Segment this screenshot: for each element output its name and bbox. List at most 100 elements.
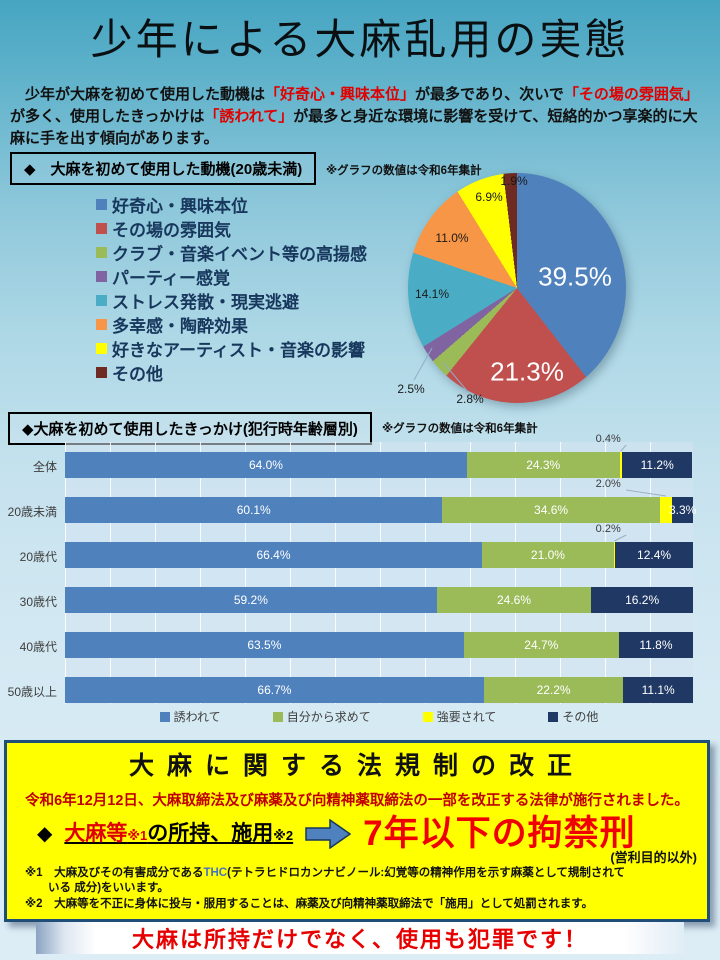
- bar-callout-label: 2.0%: [595, 478, 621, 490]
- bar-segment: 34.6%: [442, 497, 660, 523]
- legend-label: その他: [112, 364, 163, 384]
- pie-callout-lines: [413, 347, 469, 393]
- bar-value-label: 24.6%: [496, 593, 532, 607]
- bar-category-label: 30歳代: [19, 595, 57, 609]
- pie-value-label: 1.9%: [500, 174, 528, 188]
- bar-value-label: 24.7%: [524, 638, 559, 652]
- legend-chip: [96, 294, 107, 306]
- law-subject-red: 大麻等: [64, 822, 128, 845]
- bar-segment: 59.2%: [65, 587, 437, 613]
- bar-value-label: 12.4%: [637, 548, 672, 562]
- bar-value-label: 63.5%: [247, 638, 282, 652]
- legend-label: 好きなアーティスト・音楽の影響: [112, 340, 365, 360]
- bar-legend-item: 強要されて: [422, 708, 496, 725]
- bar-value-label: 16.2%: [625, 593, 660, 607]
- pie-value-label: 21.3%: [490, 356, 564, 387]
- pie-value-label: 11.0%: [435, 231, 469, 245]
- bar-callout-lines: [614, 444, 667, 542]
- legend-chip: [96, 342, 107, 354]
- bar-segment: 63.5%: [65, 632, 464, 658]
- motive-section-note: ※グラフの数値は令和6年集計: [326, 165, 482, 177]
- bar-legend-item: その他: [548, 708, 598, 725]
- footnote-1-cont: いる 成分)をいいます。: [25, 882, 169, 895]
- motive-section-header: ◆ 大麻を初めて使用した動機(20歳未満): [10, 152, 317, 185]
- bar-category-label: 全体: [32, 460, 57, 474]
- bar-segment: 11.1%: [623, 677, 693, 703]
- footnote-1-thc: THC: [203, 867, 228, 880]
- trigger-section-header: ◆大麻を初めて使用したきっかけ(犯行時年齢層別): [8, 412, 372, 445]
- pie-value-labels: 39.5% 21.3% 14.1% 11.0% 6.9% 1.9% 2.5% 2.8%: [388, 170, 720, 412]
- right-arrow-icon: [305, 818, 352, 849]
- diamond-icon: ◆: [37, 822, 53, 845]
- bar-segment: 66.4%: [65, 542, 482, 568]
- intro-text-segment: 「その場の雰囲気」: [563, 86, 699, 103]
- legend-label: 好奇心・興味本位: [112, 196, 248, 216]
- bar-legend-item: 自分から求めて: [272, 708, 371, 725]
- bar-category-label: 50歳以上: [7, 685, 57, 699]
- bar-segment: 24.6%: [436, 587, 592, 613]
- bar-segment: [659, 497, 673, 523]
- legend-chip: [272, 711, 283, 722]
- legend-chip: [96, 318, 107, 330]
- bar-value-label: 34.6%: [534, 503, 569, 517]
- bar-value-label: 11.8%: [639, 638, 673, 652]
- pie-legend: 好奇心・興味本位 その場の雰囲気クラブ・音楽イベント等の高揚感 パーティー感覚 ストレ…: [96, 192, 367, 384]
- bar-segment: 12.4%: [615, 542, 693, 568]
- bar-value-label: 11.2%: [640, 458, 674, 472]
- pie-value-label: 2.8%: [456, 392, 484, 406]
- bar-segment: [619, 452, 623, 478]
- law-subject: 大麻等※1の所持、施用※2: [64, 823, 293, 844]
- law-subject-ref1: ※1: [127, 828, 148, 843]
- footnote-1: ※1 大麻及びその有害成分であるTHC(テトラヒドロカンナビノール:幻覚等の精神…: [25, 866, 707, 896]
- bar-legend-item: 誘われて: [159, 708, 221, 725]
- legend-label: 多幸感・陶酔効果: [112, 316, 248, 336]
- intro-text-segment: が最多であり、次いで: [415, 86, 564, 103]
- pie-value-label: 39.5%: [538, 261, 612, 292]
- trigger-section-header-label: ◆大麻を初めて使用したきっかけ(犯行時年齢層別): [22, 421, 358, 438]
- bar-value-label: 59.2%: [233, 593, 268, 607]
- law-subject-ref2: ※2: [273, 828, 294, 843]
- bar-segment: 24.7%: [463, 632, 619, 658]
- legend-chip: [548, 711, 559, 722]
- legend-chip: [159, 711, 170, 722]
- legend-label: その他: [562, 710, 599, 724]
- bar-category-label: 20歳代: [19, 550, 57, 564]
- bar-segment: 11.2%: [622, 452, 693, 478]
- legend-label: 誘われて: [173, 710, 221, 724]
- footnote-1-post: (テトラヒドロカンナビノール:幻覚等の精神作用を示す麻薬として規制されて: [227, 867, 626, 880]
- bar-callout-label: 0.2%: [595, 523, 621, 535]
- bar-chart-section: ◆大麻を初めて使用したきっかけ(犯行時年齢層別) ※グラフの数値は令和6年集計 …: [0, 412, 720, 732]
- bar-segment: 24.3%: [466, 452, 620, 478]
- bar-value-label: 21.0%: [530, 548, 565, 562]
- bar-value-label: 66.7%: [257, 683, 292, 697]
- law-main-line: ◆ 大麻等※1の所持、施用※2 7年以下の拘禁刑: [37, 816, 707, 851]
- bar-callout-label: 0.4%: [595, 433, 621, 445]
- bar-value-label: 24.3%: [526, 458, 561, 472]
- pie-value-label: 2.5%: [397, 382, 425, 396]
- intro-text-segment: が最多と身近な環境に影響を受けて、短絡的かつ享楽的に大麻に手を出す傾向があります…: [10, 107, 698, 147]
- legend-label: その場の雰囲気: [112, 220, 231, 240]
- pie-legend-item: 好奇心・興味本位: [96, 192, 367, 216]
- bar-category-label: 40歳代: [19, 640, 57, 654]
- penalty-note: (営利目的以外): [610, 850, 697, 865]
- pie-chart: 39.5% 21.3% 14.1% 11.0% 6.9% 1.9% 2.5% 2.8%: [388, 170, 720, 412]
- bar-segment: 64.0%: [65, 452, 467, 478]
- bar-value-label: 3.3%: [668, 503, 697, 517]
- footnote-1-pre: ※1 大麻及びその有害成分である: [25, 867, 204, 880]
- pie-legend-item: ストレス発散・現実逃避: [96, 288, 367, 312]
- bar-value-label: 64.0%: [248, 458, 283, 472]
- legend-label: クラブ・音楽イベント等の高揚感: [112, 244, 367, 264]
- bar-value-label: 60.1%: [236, 503, 271, 517]
- law-box-title: 大麻に関する法規制の改正: [128, 752, 585, 780]
- legend-chip: [96, 366, 107, 378]
- bar-segment: 3.3%: [668, 497, 697, 523]
- intro-text-segment: 少年が大麻を初めて使用した動機は: [10, 86, 266, 103]
- bar-value-label: 22.2%: [536, 683, 571, 697]
- law-box: 大麻に関する法規制の改正 令和6年12月12日、大麻取締法及び麻薬及び向精神薬取…: [4, 740, 710, 922]
- pie-legend-item: 好きなアーティスト・音楽の影響: [96, 336, 367, 360]
- bar-segment: [613, 542, 616, 568]
- pie-graphic: [408, 173, 626, 403]
- legend-label: パーティー感覚: [112, 268, 230, 288]
- legend-chip: [96, 246, 107, 258]
- bar-category-labels: 全体 20歳未満 20歳代 30歳代 40歳代 50歳以上: [0, 412, 60, 732]
